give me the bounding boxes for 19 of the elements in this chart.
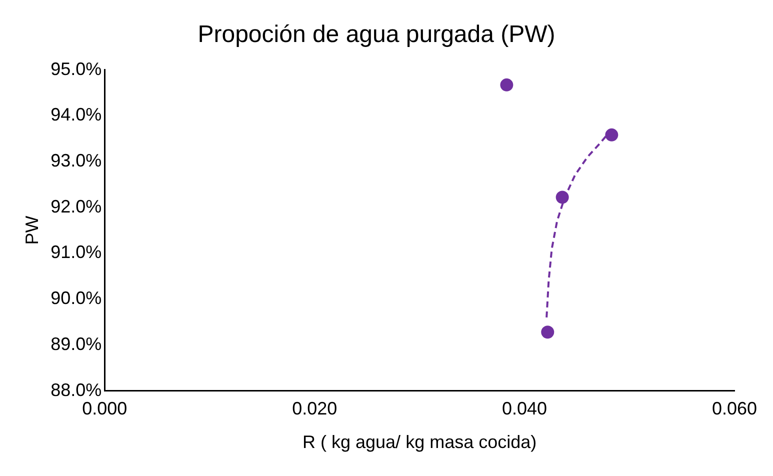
y-tick-label: 93.0%: [50, 150, 102, 170]
y-tick-label: 95.0%: [50, 58, 102, 79]
y-tick-label: 89.0%: [50, 334, 102, 354]
y-axis-title: PW: [22, 216, 42, 245]
x-tick-label: 0.060: [712, 398, 757, 419]
chart-title: Propoción de agua purgada (PW): [198, 21, 556, 48]
y-tick-label: 92.0%: [50, 196, 102, 216]
x-tick-label: 0.020: [292, 398, 338, 419]
y-tick-label: 88.0%: [50, 380, 102, 400]
y-tick-label: 90.0%: [50, 288, 102, 308]
point: [605, 128, 618, 142]
point: [500, 78, 514, 92]
x-axis-title: R ( kg agua/ kg masa cocida): [302, 432, 537, 452]
point: [541, 326, 554, 339]
point: [556, 190, 569, 204]
x-tick-label: 0.040: [502, 398, 548, 419]
y-tick-label: 94.0%: [50, 104, 102, 125]
x-tick-label: 0.000: [82, 398, 128, 419]
y-tick-label: 91.0%: [50, 242, 102, 262]
